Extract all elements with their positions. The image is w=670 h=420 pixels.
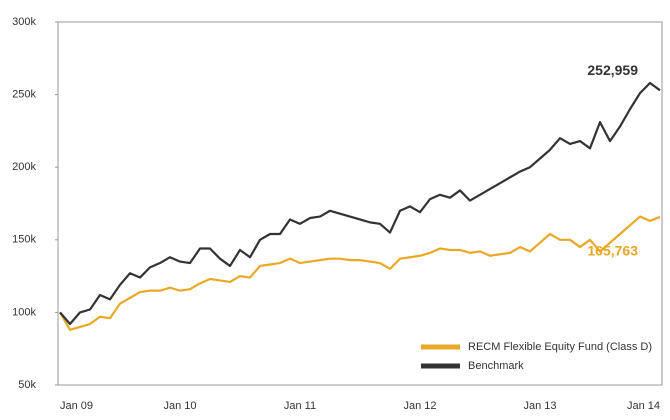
x-tick-label: Jan 11 — [284, 400, 316, 412]
legend-label: Benchmark — [468, 360, 524, 372]
data-label: 252,959 — [587, 62, 638, 78]
plot-frame — [57, 21, 663, 386]
data-label: 165,763 — [587, 243, 638, 259]
x-tick-label: Jan 13 — [523, 400, 556, 412]
line-series — [59, 81, 661, 326]
y-tick-label: 250k — [12, 89, 36, 101]
y-tick-label: 150k — [12, 234, 36, 246]
y-tick-label: 100k — [12, 306, 36, 318]
legend-label: RECM Flexible Equity Fund (Class D) — [468, 341, 652, 353]
y-tick-label: 200k — [12, 161, 36, 173]
x-tick-label: Jan 10 — [163, 400, 196, 412]
x-tick-label: Jan 09 — [60, 400, 93, 412]
y-tick-label: 300k — [12, 16, 36, 28]
x-tick-label: Jan 14 — [627, 400, 660, 412]
x-tick-label: Jan 12 — [403, 400, 436, 412]
y-tick-label: 50k — [18, 379, 36, 391]
line-series — [59, 215, 661, 331]
